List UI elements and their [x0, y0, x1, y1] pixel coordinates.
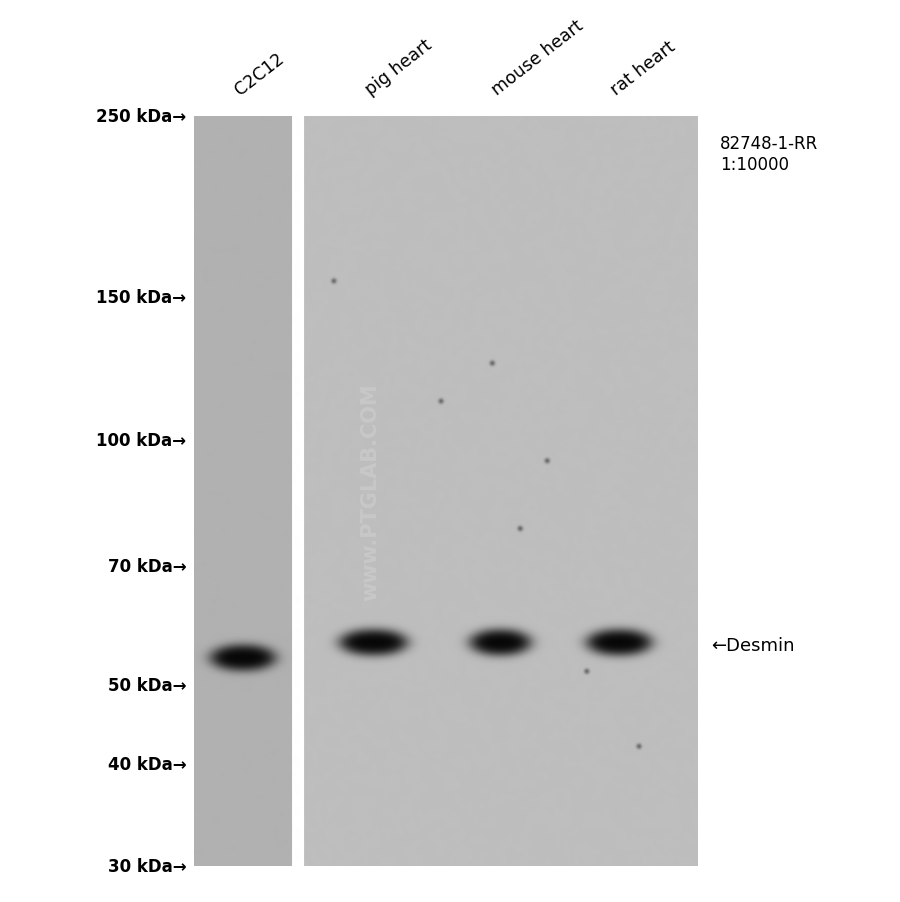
Text: 82748-1-RR
1:10000: 82748-1-RR 1:10000: [720, 135, 818, 174]
Text: 40 kDa→: 40 kDa→: [108, 755, 186, 773]
Text: 30 kDa→: 30 kDa→: [108, 857, 186, 875]
Text: 70 kDa→: 70 kDa→: [108, 557, 186, 575]
Text: rat heart: rat heart: [608, 37, 679, 98]
Text: mouse heart: mouse heart: [489, 16, 587, 98]
Text: 50 kDa→: 50 kDa→: [108, 676, 186, 695]
Text: www.PTGLAB.COM: www.PTGLAB.COM: [360, 382, 380, 601]
Text: 100 kDa→: 100 kDa→: [96, 432, 186, 450]
Text: pig heart: pig heart: [362, 36, 435, 98]
Text: 150 kDa→: 150 kDa→: [96, 289, 186, 307]
Text: ←Desmin: ←Desmin: [711, 637, 795, 655]
Text: 250 kDa→: 250 kDa→: [96, 108, 186, 126]
Text: C2C12: C2C12: [231, 50, 287, 98]
